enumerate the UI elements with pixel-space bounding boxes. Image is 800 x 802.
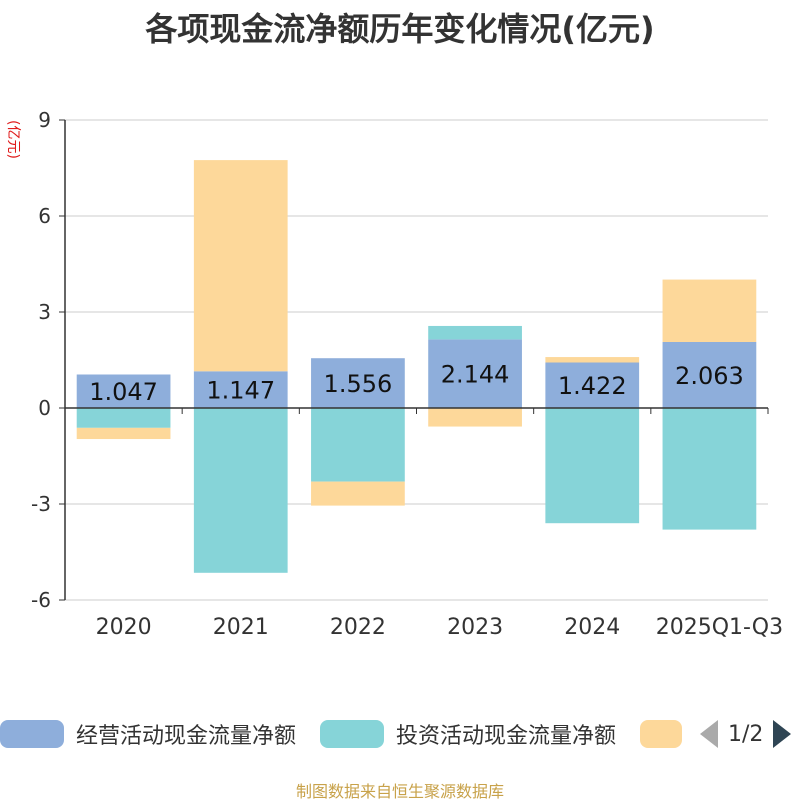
x-tick-label: 2022 bbox=[330, 615, 386, 640]
bar-financing bbox=[428, 408, 522, 427]
legend-item-operating[interactable]: 经营活动现金流量净额 bbox=[0, 716, 296, 752]
legend-item-investing[interactable]: 投资活动现金流量净额 bbox=[320, 716, 616, 752]
y-tick-label: 6 bbox=[38, 204, 51, 228]
data-label: 2.144 bbox=[441, 361, 510, 389]
pager-text: 1/2 bbox=[728, 721, 764, 747]
bar-operating bbox=[428, 339, 522, 408]
y-tick-label: 0 bbox=[38, 396, 51, 420]
x-tick-label: 2024 bbox=[564, 615, 620, 640]
pager-next-icon[interactable] bbox=[773, 720, 792, 748]
x-tick-label: 2023 bbox=[447, 615, 503, 640]
bar-operating bbox=[545, 362, 640, 408]
pager-prev-icon[interactable] bbox=[700, 720, 718, 748]
bar-investing bbox=[545, 408, 640, 524]
data-label: 1.556 bbox=[324, 370, 393, 398]
legend-label-investing: 投资活动现金流量净额 bbox=[396, 724, 617, 749]
bar-investing bbox=[193, 408, 288, 573]
data-label: 2.063 bbox=[675, 362, 744, 390]
source-note: 制图数据来自恒生聚源数据库 bbox=[295, 782, 504, 801]
y-tick-label: -6 bbox=[31, 588, 51, 612]
bar-financing bbox=[76, 427, 171, 440]
bar-investing bbox=[428, 325, 522, 340]
legend-item-financing[interactable] bbox=[640, 716, 682, 752]
legend-swatch-financing bbox=[640, 720, 682, 748]
bar-investing bbox=[76, 408, 171, 428]
chart-title: 各项现金流净额历年变化情况(亿元) bbox=[145, 10, 655, 48]
bar-operating bbox=[193, 371, 288, 408]
bar-financing bbox=[545, 357, 640, 363]
legend-swatch-investing bbox=[320, 720, 384, 748]
data-label: 1.047 bbox=[89, 378, 158, 406]
data-label: 1.147 bbox=[206, 377, 275, 405]
bar-investing bbox=[311, 408, 405, 482]
x-tick-label: 2020 bbox=[96, 615, 152, 640]
bar-operating bbox=[311, 358, 405, 408]
bar-investing bbox=[662, 408, 757, 530]
legend-label-operating: 经营活动现金流量净额 bbox=[76, 724, 297, 749]
legend-swatch-operating bbox=[0, 720, 64, 748]
y-tick-label: -3 bbox=[31, 492, 51, 516]
bar-financing bbox=[662, 279, 757, 342]
bar-operating bbox=[662, 341, 757, 408]
data-label: 1.422 bbox=[558, 372, 627, 400]
chart-canvas: -6 -3 0 3 6 9 1.047 2020 1.147 2021 1.556 2022 2.144… bbox=[31, 108, 783, 640]
legend: 经营活动现金流量净额 投资活动现金流量净额 bbox=[0, 716, 800, 752]
x-tick-label: 2025Q1-Q3 bbox=[656, 615, 783, 640]
bar-operating bbox=[76, 374, 171, 408]
bar-financing bbox=[311, 481, 405, 506]
bar-financing bbox=[193, 160, 288, 372]
y-tick-label: 9 bbox=[38, 108, 51, 132]
y-tick-label: 3 bbox=[38, 300, 51, 324]
legend-pager: 1/2 bbox=[700, 716, 792, 752]
x-tick-label: 2021 bbox=[213, 615, 269, 640]
